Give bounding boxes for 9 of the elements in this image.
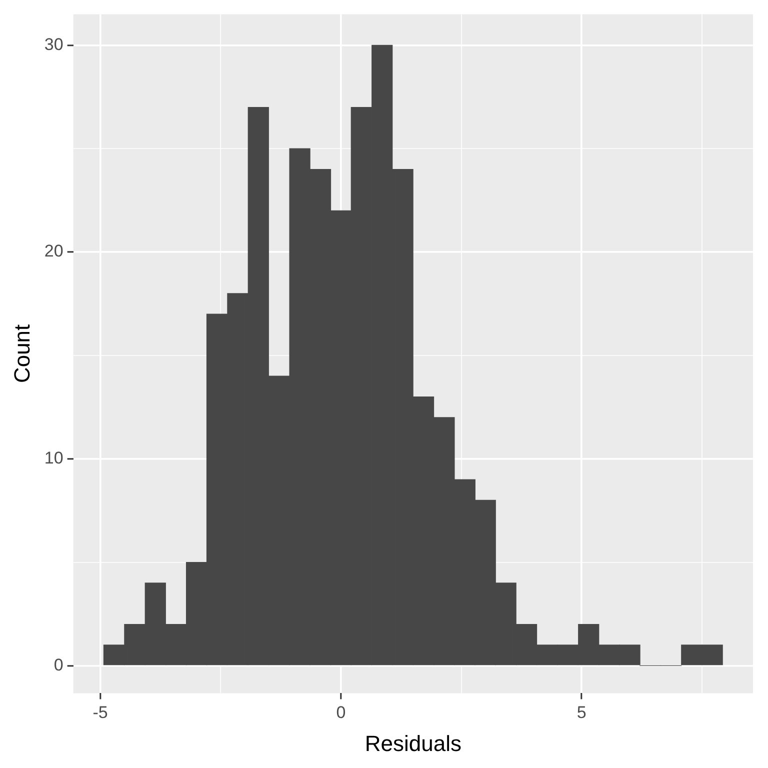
y-tick-label: 10 [44, 448, 64, 468]
y-tick-label: 30 [44, 34, 64, 54]
y-axis-title: Count [9, 324, 34, 384]
x-axis-title: Residuals [364, 730, 462, 756]
y-tick-label: 20 [44, 242, 64, 261]
x-tick-label: 0 [336, 703, 346, 722]
x-tick-label: -5 [92, 703, 108, 722]
x-tick-label: 5 [576, 703, 586, 722]
y-tick-label: 0 [54, 655, 64, 674]
